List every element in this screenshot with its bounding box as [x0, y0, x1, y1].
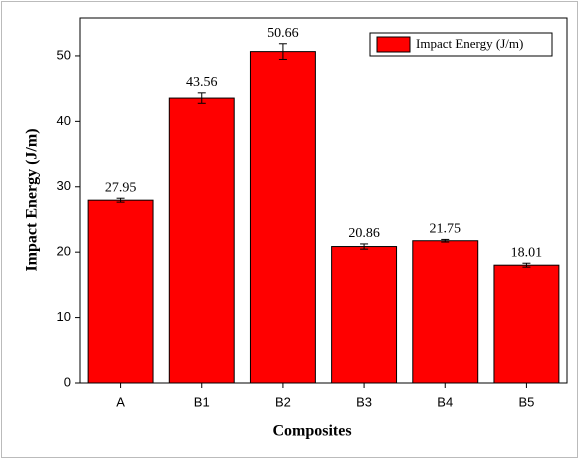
data-label: 20.86: [348, 226, 380, 241]
x-tick-label: B5: [518, 394, 534, 409]
bar: [87, 199, 154, 384]
bar: [412, 240, 479, 384]
y-axis-title: Impact Energy (J/m): [24, 128, 41, 271]
bar: [168, 97, 235, 384]
y-tick-label: 0: [64, 374, 71, 389]
y-tick-label: 50: [57, 47, 71, 62]
bar: [493, 264, 560, 384]
x-axis-title: Composites: [272, 423, 351, 440]
error-bar: [522, 262, 531, 268]
data-label: 43.56: [186, 75, 218, 90]
plot-frame: [79, 17, 568, 384]
y-tick-label: 20: [57, 244, 71, 259]
data-label: 50.66: [267, 26, 299, 41]
y-tick-label: 10: [57, 309, 71, 324]
legend-label: Impact Energy (J/m): [416, 36, 523, 51]
bar: [249, 51, 316, 384]
data-label: 27.95: [105, 180, 137, 195]
x-tick-label: A: [116, 394, 125, 409]
legend-swatch: [376, 36, 411, 53]
error-bar: [360, 243, 369, 250]
legend-box: [369, 32, 553, 57]
error-bar: [197, 92, 206, 104]
bar: [331, 246, 398, 384]
y-tick-label: 40: [57, 113, 71, 128]
y-tick-label: 30: [57, 178, 71, 193]
error-bar: [116, 197, 125, 203]
data-label: 18.01: [511, 245, 543, 260]
data-label: 21.75: [430, 222, 462, 237]
x-tick-label: B2: [275, 394, 291, 409]
x-tick-label: B3: [356, 394, 372, 409]
x-tick-label: B4: [437, 394, 453, 409]
x-tick-label: B1: [194, 394, 210, 409]
error-bar: [441, 238, 450, 243]
error-bar: [278, 43, 287, 60]
